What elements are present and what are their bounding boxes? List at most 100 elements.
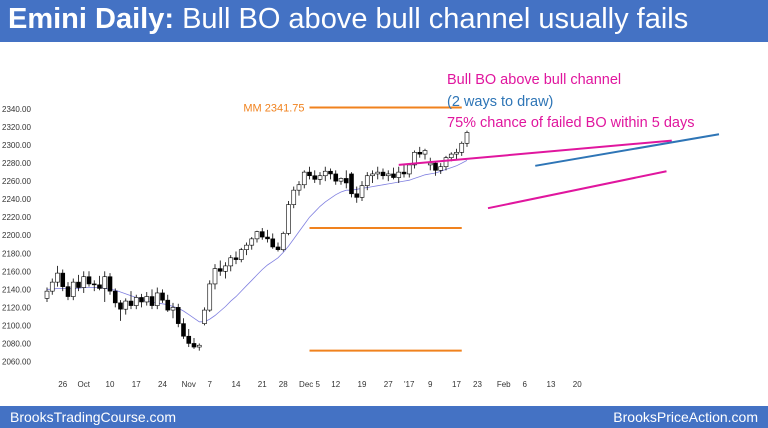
candle-body [65, 286, 71, 297]
x-tick-label: 12 [331, 380, 340, 389]
candle-body [307, 171, 312, 177]
candle-body [170, 307, 176, 311]
x-tick-label: Nov [182, 380, 196, 389]
candle-body [217, 268, 223, 272]
candle-body [312, 175, 318, 180]
candle-body [102, 276, 108, 289]
candle-body [317, 175, 323, 180]
y-tick-label: 2260.00 [2, 177, 31, 186]
candle-body [55, 272, 60, 283]
y-tick-label: 2160.00 [2, 267, 31, 276]
candle-body [191, 343, 197, 348]
candle-body [338, 178, 344, 182]
candle-body [328, 170, 333, 175]
y-tick-label: 2080.00 [2, 339, 31, 348]
candle-body [296, 184, 302, 191]
candle-body [349, 173, 354, 195]
x-tick-label: 27 [384, 380, 393, 389]
candle-body [175, 307, 181, 324]
channel-top-blue-line [535, 133, 720, 167]
mm-label: MM 2341.75 [243, 102, 304, 114]
y-tick-label: 2140.00 [2, 285, 31, 294]
candle-body [448, 153, 454, 159]
candle-body [81, 276, 87, 288]
candle-body [107, 276, 113, 292]
candle-body [375, 171, 381, 175]
x-tick-label: Dec 5 [299, 380, 320, 389]
y-tick-label: 2340.00 [2, 105, 31, 114]
candle-body [112, 290, 118, 304]
candle-body [133, 297, 139, 306]
candle-body [202, 309, 207, 324]
candle-body [427, 162, 433, 166]
annotation-line-1: Bull BO above bull channel [447, 72, 622, 88]
x-tick-label: 19 [358, 380, 367, 389]
candle-body [422, 150, 428, 155]
candle-body [49, 281, 55, 292]
annotation-line-2: (2 ways to draw) [447, 94, 554, 110]
candle-body [322, 170, 328, 177]
candle-body [44, 290, 50, 299]
candle-body [280, 233, 286, 250]
candle-body [385, 173, 391, 177]
candle-body [181, 323, 186, 337]
candle-body [286, 204, 291, 234]
candle-body [97, 284, 102, 289]
footer-left: BrooksTradingCourse.com [10, 409, 176, 425]
x-tick-label: 26 [58, 380, 67, 389]
candle-body [354, 193, 360, 198]
candle-body [128, 300, 134, 306]
candle-body [380, 171, 386, 177]
candle-body [438, 166, 444, 171]
candle-body [396, 171, 402, 178]
x-tick-label: 20 [573, 380, 582, 389]
channel-bottom-magenta-line [487, 170, 667, 210]
y-tick-label: 2100.00 [2, 321, 31, 330]
x-tick-label: 9 [428, 380, 433, 389]
x-tick-label: 6 [523, 380, 528, 389]
candle-body [406, 164, 412, 175]
candle-body [412, 151, 417, 166]
ema-line [47, 160, 468, 323]
candle-body [244, 244, 249, 250]
candle-body [233, 257, 239, 260]
x-tick-label: 17 [132, 380, 141, 389]
y-tick-label: 2280.00 [2, 159, 31, 168]
candle-body [60, 272, 66, 287]
x-tick-label: 17 [452, 380, 461, 389]
candle-body [333, 173, 339, 182]
candle-body [433, 162, 438, 171]
y-tick-label: 2220.00 [2, 213, 31, 222]
title-banner: Emini Daily: Bull BO above bull channel … [0, 0, 768, 42]
candle-body [343, 178, 349, 184]
x-tick-label: Oct [78, 380, 91, 389]
y-tick-label: 2320.00 [2, 123, 31, 132]
candle-body [207, 283, 213, 311]
candle-body [212, 268, 218, 285]
candle-body [186, 335, 192, 344]
candle-body [359, 185, 365, 198]
y-tick-label: 2120.00 [2, 303, 31, 312]
candle-body [160, 292, 165, 301]
channel-top-magenta-line [398, 139, 672, 166]
candle-body [275, 246, 281, 250]
chart-title: Emini Daily: Bull BO above bull channel … [8, 3, 688, 36]
candle-body [417, 151, 423, 155]
y-tick-label: 2240.00 [2, 195, 31, 204]
candle-body [149, 296, 155, 306]
title-rest: Bull BO above bull channel usually fails [182, 3, 689, 35]
candle-body [401, 171, 407, 175]
candle-body [76, 281, 81, 288]
x-tick-label: 23 [473, 380, 482, 389]
candle-body [91, 283, 97, 286]
candle-body [196, 344, 202, 348]
candle-body [454, 151, 459, 155]
x-tick-label: 24 [158, 380, 167, 389]
candle-body [249, 238, 255, 246]
candle-body [123, 300, 129, 310]
candle-body [223, 265, 228, 272]
candle-body [370, 173, 375, 177]
annotation-line-3: 75% chance of failed BO within 5 days [447, 115, 695, 131]
candle-body [238, 249, 244, 260]
